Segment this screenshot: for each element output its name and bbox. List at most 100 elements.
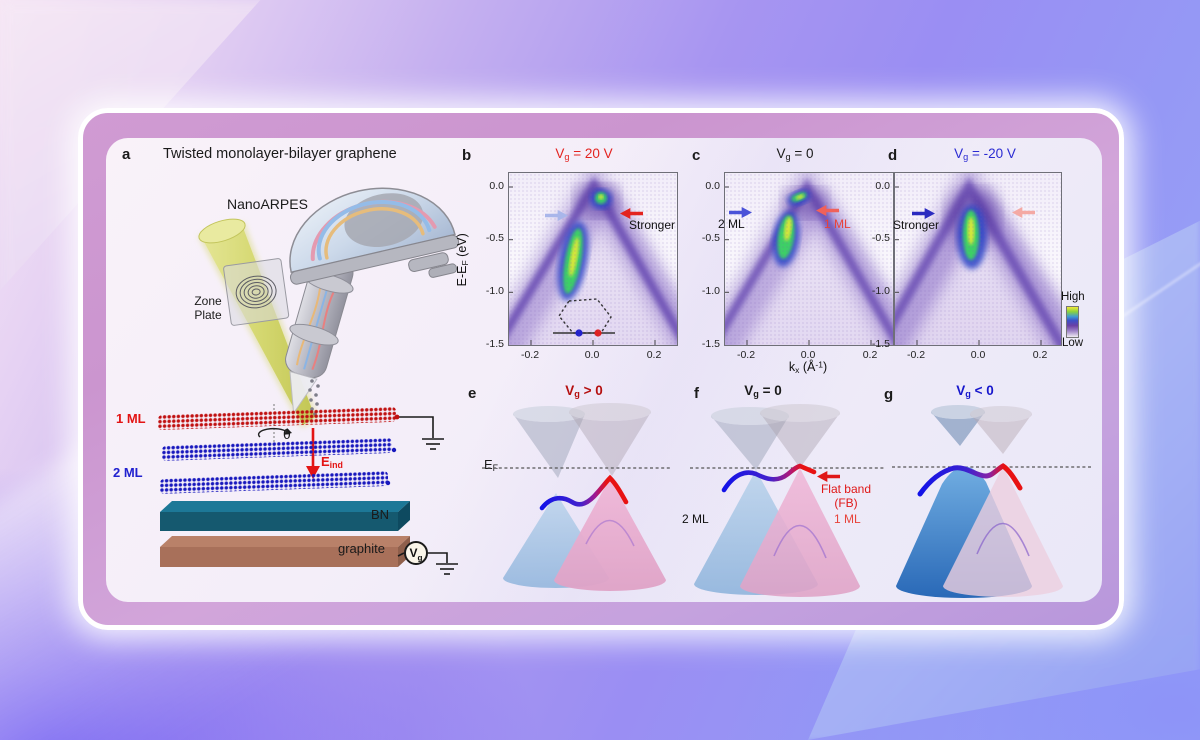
c-title-rest: = 0 bbox=[790, 146, 814, 161]
upper-cone-1ml-top-g bbox=[970, 406, 1032, 422]
panel-g-title: Vg < 0 bbox=[905, 383, 1045, 399]
panel-e-label: e bbox=[468, 385, 477, 402]
zone-line2: Plate bbox=[194, 307, 222, 322]
c-ytick-3: -1.5 bbox=[701, 338, 720, 350]
e-title-sub: g bbox=[574, 388, 580, 399]
bz-k-point-red bbox=[594, 329, 602, 337]
c-ytick-2: -1.0 bbox=[701, 285, 720, 297]
yaxis-main: E-E bbox=[455, 265, 470, 287]
flat-band-curve-g bbox=[917, 463, 1023, 497]
ticks-b bbox=[509, 186, 656, 345]
stronger-note-b: Stronger bbox=[629, 218, 676, 232]
label-eind: Eind bbox=[321, 454, 343, 470]
ef-main: E bbox=[484, 457, 493, 472]
b-title-v: V bbox=[555, 146, 565, 161]
g-title-v: V bbox=[956, 383, 966, 398]
yaxis-rest: (eV) bbox=[455, 233, 470, 261]
theta-arc bbox=[257, 427, 288, 438]
cone-diagram-f bbox=[690, 404, 884, 597]
upper-cone-1ml-f bbox=[760, 413, 840, 468]
f-title-v: V bbox=[744, 383, 754, 398]
panel-e-title: Vg > 0 bbox=[514, 383, 654, 399]
lower-cone-1ml-f bbox=[740, 468, 860, 597]
b-ytick-3: -1.5 bbox=[485, 338, 504, 350]
panel-c-label: c bbox=[692, 147, 701, 164]
eind-main: E bbox=[321, 454, 330, 469]
bz-k-point-blue bbox=[575, 329, 583, 337]
vg-main: V bbox=[409, 546, 418, 560]
upper-cone-2ml-e bbox=[513, 414, 585, 478]
panel-a-schematic bbox=[160, 187, 460, 575]
d-ytick-3: -1.5 bbox=[871, 338, 890, 350]
panel-g-label: g bbox=[884, 386, 894, 403]
label-2ml: 2 ML bbox=[113, 465, 143, 480]
xaxis-mid: (Å bbox=[799, 360, 816, 374]
panel-d-label: d bbox=[888, 147, 898, 164]
label-graphite: graphite bbox=[338, 541, 385, 556]
upper-cone-2ml-top-e bbox=[513, 406, 585, 422]
label-theta: θ bbox=[283, 426, 291, 442]
c-xtick-1: 0.0 bbox=[800, 349, 816, 361]
panel-a-label: a bbox=[122, 146, 131, 163]
f-title-rest: = 0 bbox=[758, 383, 782, 398]
analyzer-dome bbox=[289, 187, 460, 285]
upper-cone-1ml-top-f bbox=[760, 404, 840, 422]
yaxis-sub: F bbox=[459, 260, 470, 266]
b-ytick-1: -0.5 bbox=[485, 232, 504, 244]
cone-diagram-e bbox=[482, 403, 672, 591]
arpes-spectrum-b bbox=[509, 173, 677, 345]
stronger-note-d: Stronger bbox=[893, 218, 940, 232]
b-xtick-2: 0.2 bbox=[646, 349, 662, 361]
b-ytick-2: -1.0 bbox=[485, 285, 504, 297]
panel-c-title: Vg = 0 bbox=[725, 146, 865, 162]
d-ytick-0: 0.0 bbox=[875, 180, 890, 192]
x-axis-title: kx (Å-1) bbox=[760, 359, 856, 376]
label-zone-plate: Zone Plate bbox=[188, 294, 228, 323]
d-xtick-2: 0.2 bbox=[1032, 349, 1048, 361]
ground-wire-vg bbox=[397, 552, 458, 575]
flat-band-curve-f bbox=[721, 463, 817, 493]
e-title-rest: > 0 bbox=[579, 383, 603, 398]
cone-diagram-g bbox=[892, 405, 1092, 598]
colorbar bbox=[1066, 306, 1079, 338]
bn-slab bbox=[160, 501, 410, 531]
b-xtick-1: 0.0 bbox=[584, 349, 600, 361]
d-xtick-1: 0.0 bbox=[970, 349, 986, 361]
theta-arrowhead bbox=[284, 428, 292, 435]
e-title-v: V bbox=[565, 383, 575, 398]
xaxis-end: ) bbox=[822, 360, 828, 374]
b-title-rest: = 20 V bbox=[569, 146, 613, 161]
lower-cone-1ml-e bbox=[554, 478, 666, 591]
xaxis-main: k bbox=[788, 360, 796, 374]
upper-cone-2ml-f bbox=[711, 416, 789, 470]
c-ytick-1: -0.5 bbox=[701, 232, 720, 244]
panel-f-label: f bbox=[694, 385, 699, 402]
arpes-spectrum-d bbox=[895, 173, 1061, 345]
inner-band-e bbox=[585, 519, 635, 547]
xaxis-sup: -1 bbox=[815, 359, 823, 370]
vg-source-symbol: Vg bbox=[404, 541, 428, 565]
panel-b-title: Vg = 20 V bbox=[514, 146, 654, 162]
nanoarpes-label: NanoARPES bbox=[227, 196, 308, 212]
arpes-plot-b bbox=[508, 172, 678, 346]
inner-band-g bbox=[976, 522, 1030, 557]
g-title-rest: < 0 bbox=[970, 383, 994, 398]
f-title-sub: g bbox=[753, 388, 759, 399]
zone-line1: Zone bbox=[194, 294, 222, 308]
flat-band-line1: Flat band bbox=[820, 482, 872, 496]
label-bn: BN bbox=[371, 507, 390, 522]
c-title-sub: g bbox=[785, 151, 791, 162]
eind-arrowhead bbox=[306, 466, 320, 479]
upper-cone-2ml-g bbox=[931, 412, 985, 446]
panel-a-title: Twisted monolayer-bilayer graphene bbox=[163, 146, 397, 162]
arrow-2ml-faint-b bbox=[545, 210, 568, 221]
g-title-sub: g bbox=[965, 388, 971, 399]
flat-band-line2: (FB) bbox=[834, 495, 858, 510]
panel-d-title: Vg = -20 V bbox=[915, 146, 1055, 162]
label-1ml: 1 ML bbox=[116, 411, 146, 426]
c-xtick-0: -0.2 bbox=[736, 349, 756, 361]
arpes-spectrum-c bbox=[725, 173, 893, 345]
layer-end-dot-blue1 bbox=[391, 447, 397, 453]
b-title-sub: g bbox=[564, 151, 570, 162]
